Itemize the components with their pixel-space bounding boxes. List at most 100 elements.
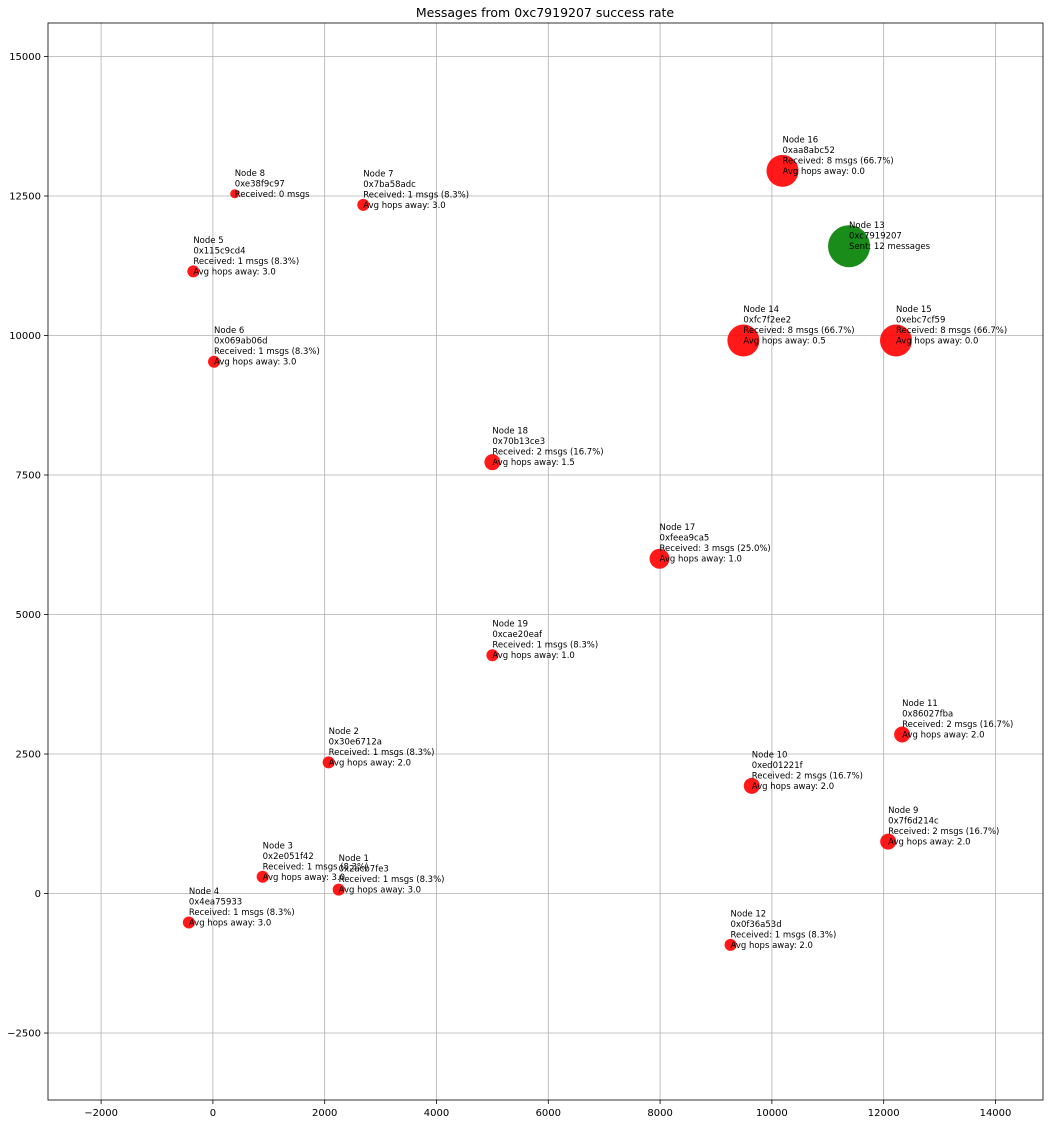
annotation-line: Node 19 <box>492 620 528 630</box>
node-point[interactable] <box>649 548 670 569</box>
annotation-line: Received: 8 msgs (66.7%) <box>896 326 1007 336</box>
annotation-line: Received: 1 msgs (8.3%) <box>731 930 837 940</box>
annotation-line: Received: 1 msgs (8.3%) <box>193 257 299 267</box>
axes: −2000 0 2000 4000 6000 8000 10000 12000 14000 −25… <box>7 22 1044 1119</box>
data-points <box>182 154 912 951</box>
annotation-line: Avg hops away: 2.0 <box>888 838 970 848</box>
annotation-line: Received: 1 msgs (8.3%) <box>263 862 369 872</box>
annotation-line: Received: 1 msgs (8.3%) <box>363 190 469 200</box>
x-tick-label: 14000 <box>980 1108 1012 1119</box>
annotation-line: 0x7ba58adc <box>363 180 416 190</box>
node-point[interactable] <box>766 154 799 187</box>
annotation-line: Node 14 <box>743 305 779 315</box>
annotation-line: Node 17 <box>660 523 696 533</box>
node-point[interactable] <box>879 324 912 357</box>
annotation-line: Avg hops away: 2.0 <box>752 782 834 792</box>
annotation-line: Received: 1 msgs (8.3%) <box>214 347 320 357</box>
annotation-line: Node 18 <box>492 427 528 437</box>
annotation-line: Node 4 <box>189 887 219 897</box>
annotation-line: Received: 2 msgs (16.7%) <box>752 771 863 781</box>
node-point[interactable] <box>743 777 760 794</box>
annotation-line: Avg hops away: 2.0 <box>902 730 984 740</box>
node-point[interactable] <box>322 756 335 769</box>
annotation-line: Node 7 <box>363 169 393 179</box>
node-point[interactable] <box>357 198 370 211</box>
annotation-line: Avg hops away: 2.0 <box>731 941 813 951</box>
annotation-line: Received: 1 msgs (8.3%) <box>329 748 435 758</box>
annotation-line: Node 15 <box>896 305 932 315</box>
annotation-line: Avg hops away: 3.0 <box>363 201 445 211</box>
node-point[interactable] <box>332 883 345 896</box>
annotation-line: Node 16 <box>783 135 819 145</box>
annotation-line: Avg hops away: 1.0 <box>660 555 742 565</box>
annotation-line: Avg hops away: 2.0 <box>329 758 411 768</box>
y-tick-label: 5000 <box>16 610 41 621</box>
x-tick-label: 4000 <box>424 1108 449 1119</box>
node-point[interactable] <box>727 324 760 357</box>
annotation-line: Node 2 <box>329 727 359 737</box>
annotation-line: 0x7f6d214c <box>888 817 939 827</box>
annotation-line: Avg hops away: 3.0 <box>189 919 271 929</box>
annotation-line: Node 5 <box>193 236 223 246</box>
annotation-line: 0xfeea9ca5 <box>660 534 710 544</box>
annotation-line: Avg hops away: 3.0 <box>193 267 275 277</box>
node-point[interactable] <box>208 355 221 368</box>
x-tick-label: −2000 <box>84 1108 118 1119</box>
node-point[interactable] <box>828 225 871 268</box>
annotation-line: Avg hops away: 1.0 <box>492 651 574 661</box>
node-point[interactable] <box>230 189 240 199</box>
annotation-line: Node 9 <box>888 806 918 816</box>
annotation-line: 0xed01221f <box>752 761 804 771</box>
node-point[interactable] <box>724 938 737 951</box>
y-tick-label: 12500 <box>9 191 41 202</box>
node-point[interactable] <box>486 649 499 662</box>
annotation-line: Avg hops away: 3.0 <box>263 873 345 883</box>
node-point[interactable] <box>182 916 195 929</box>
annotation-line: 0x2e051f42 <box>263 852 314 862</box>
y-tick-label: 15000 <box>9 52 41 63</box>
annotation-line: 0x86027fba <box>902 709 953 719</box>
annotation-line: Received: 1 msgs (8.3%) <box>189 908 295 918</box>
annotation-line: Node 6 <box>214 326 244 336</box>
annotation-line: Received: 2 msgs (16.7%) <box>888 827 999 837</box>
annotation-line: Received: 1 msgs (8.3%) <box>492 641 598 651</box>
node-point[interactable] <box>187 265 200 278</box>
node-point[interactable] <box>256 870 269 883</box>
annotation-line: Received: 8 msgs (66.7%) <box>783 156 894 166</box>
y-tick-label: 7500 <box>16 471 41 482</box>
annotation-line: 0x0f36a53d <box>731 920 782 930</box>
node-point[interactable] <box>880 833 897 850</box>
annotation-line: Received: 0 msgs <box>235 190 310 200</box>
x-tick-label: 2000 <box>312 1108 337 1119</box>
node-point[interactable] <box>894 726 911 743</box>
annotation-line: 0x30e6712a <box>329 737 382 747</box>
x-tick-label: 6000 <box>536 1108 561 1119</box>
chart-title: Messages from 0xc7919207 success rate <box>416 5 675 20</box>
annotation-line: Received: 1 msgs (8.3%) <box>339 875 445 885</box>
x-tick-label: 12000 <box>868 1108 900 1119</box>
annotation-line: 0xe38f9c97 <box>235 179 285 189</box>
annotation-line: Node 3 <box>263 841 293 851</box>
x-tick-label: 8000 <box>647 1108 672 1119</box>
annotation-line: 0x70b13ce3 <box>492 437 545 447</box>
node-point[interactable] <box>484 454 501 471</box>
annotation-line: Node 13 <box>849 221 885 231</box>
annotation-line: Received: 2 msgs (16.7%) <box>492 448 603 458</box>
x-tick-label: 10000 <box>756 1108 788 1119</box>
annotation-line: Received: 8 msgs (66.7%) <box>743 326 854 336</box>
